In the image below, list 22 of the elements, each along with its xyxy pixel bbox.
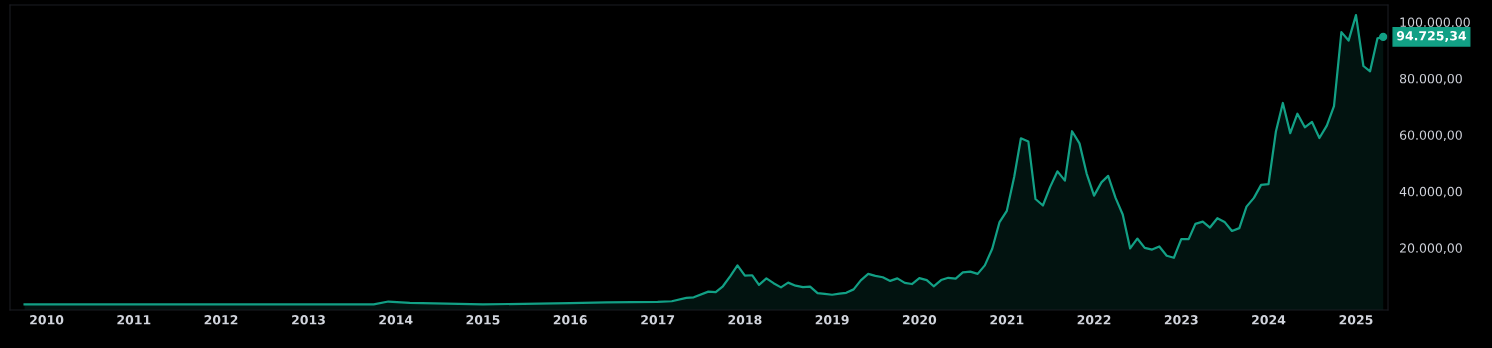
- y-tick-label: 20.000,00: [1400, 243, 1462, 255]
- x-tick-label: 2013: [292, 315, 325, 325]
- x-tick-label: 2024: [1252, 315, 1286, 325]
- y-tick-label: 40.000,00: [1399, 186, 1462, 198]
- x-tick-label: 2014: [379, 315, 413, 325]
- y-tick-label: 60.000,00: [1399, 130, 1462, 142]
- x-tick-label: 2020: [902, 315, 937, 325]
- x-tick-label: 2023: [1164, 315, 1198, 325]
- x-tick-label: 2010: [30, 315, 64, 325]
- annotation: 94.725,34: [1396, 31, 1467, 43]
- x-tick-label: 2021: [990, 315, 1024, 325]
- x-tick-label: 2025: [1339, 315, 1373, 325]
- y-tick-label: 80.000,00: [1399, 73, 1462, 85]
- x-tick-label: 2018: [728, 315, 762, 325]
- x-tick-label: 2015: [466, 315, 500, 325]
- y-tick-label: 100.000,00: [1400, 17, 1470, 29]
- x-tick-label: 2022: [1077, 315, 1111, 325]
- x-tick-label: 2016: [553, 315, 587, 325]
- x-tick-label: 2019: [815, 315, 849, 325]
- x-tick-label: 2011: [117, 315, 151, 325]
- x-tick-label: 2017: [641, 315, 675, 325]
- x-tick-label: 2012: [204, 315, 238, 325]
